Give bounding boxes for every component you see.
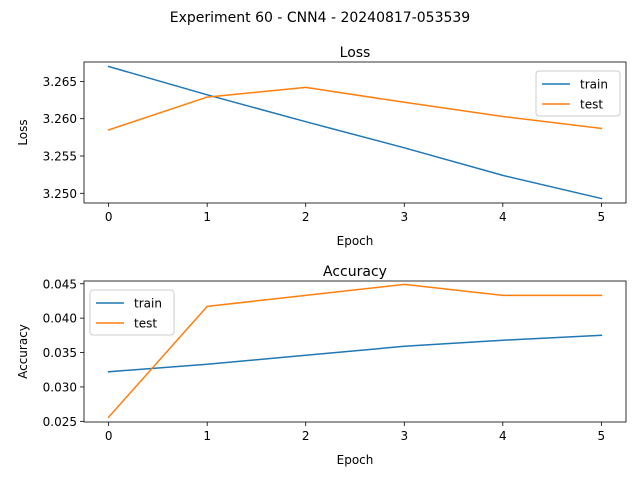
y-tick-label: 0.030 — [43, 380, 77, 394]
x-tick-label: 5 — [598, 210, 606, 224]
x-tick-label: 3 — [400, 429, 408, 443]
x-tick-label: 2 — [302, 210, 310, 224]
figure-suptitle: Experiment 60 - CNN4 - 20240817-053539 — [170, 10, 470, 26]
y-tick-label: 3.265 — [43, 75, 77, 89]
legend-label-test: test — [134, 317, 157, 331]
x-tick-label: 3 — [400, 210, 408, 224]
legend-label-test: test — [580, 98, 603, 112]
x-tick-label: 2 — [302, 429, 310, 443]
y-tick-label: 0.025 — [43, 415, 77, 429]
x-tick-label: 1 — [203, 429, 211, 443]
series-line-train — [107, 334, 603, 373]
axes-frame — [83, 280, 627, 423]
chart-title: Accuracy — [323, 264, 387, 280]
y-tick-label: 3.250 — [43, 187, 77, 201]
y-tick-label: 3.255 — [43, 150, 77, 164]
x-tick-label: 4 — [499, 210, 507, 224]
axes-frame — [83, 61, 627, 204]
x-tick-label: 5 — [598, 429, 606, 443]
y-axis-label: Accuracy — [16, 324, 30, 379]
x-tick-label: 4 — [499, 429, 507, 443]
chart-title: Loss — [340, 45, 371, 61]
accuracy-panel: Accuracy 0 1 2 3 4 5 0.025 0.030 0.035 0.040 0.045 E… — [16, 264, 627, 467]
x-tick-label: 1 — [203, 210, 211, 224]
legend: train test — [89, 289, 175, 336]
y-tick-label: 0.045 — [43, 277, 77, 291]
x-axis-label: Epoch — [337, 453, 374, 467]
y-tick-label: 0.040 — [43, 312, 77, 326]
series-line-test — [107, 86, 603, 131]
legend: train test — [535, 70, 621, 117]
loss-panel: Loss 0 1 2 3 4 5 3.250 3.255 3.260 3.265 Epoch Loss t… — [16, 45, 627, 248]
legend-label-train: train — [134, 297, 162, 311]
series-line-train — [107, 65, 603, 200]
y-axis-label: Loss — [16, 119, 30, 145]
y-tick-label: 3.260 — [43, 112, 77, 126]
x-tick-label: 0 — [105, 210, 113, 224]
x-axis-label: Epoch — [337, 234, 374, 248]
series-line-test — [107, 283, 603, 419]
y-tick-label: 0.035 — [43, 346, 77, 360]
x-tick-label: 0 — [105, 429, 113, 443]
legend-label-train: train — [580, 78, 608, 92]
